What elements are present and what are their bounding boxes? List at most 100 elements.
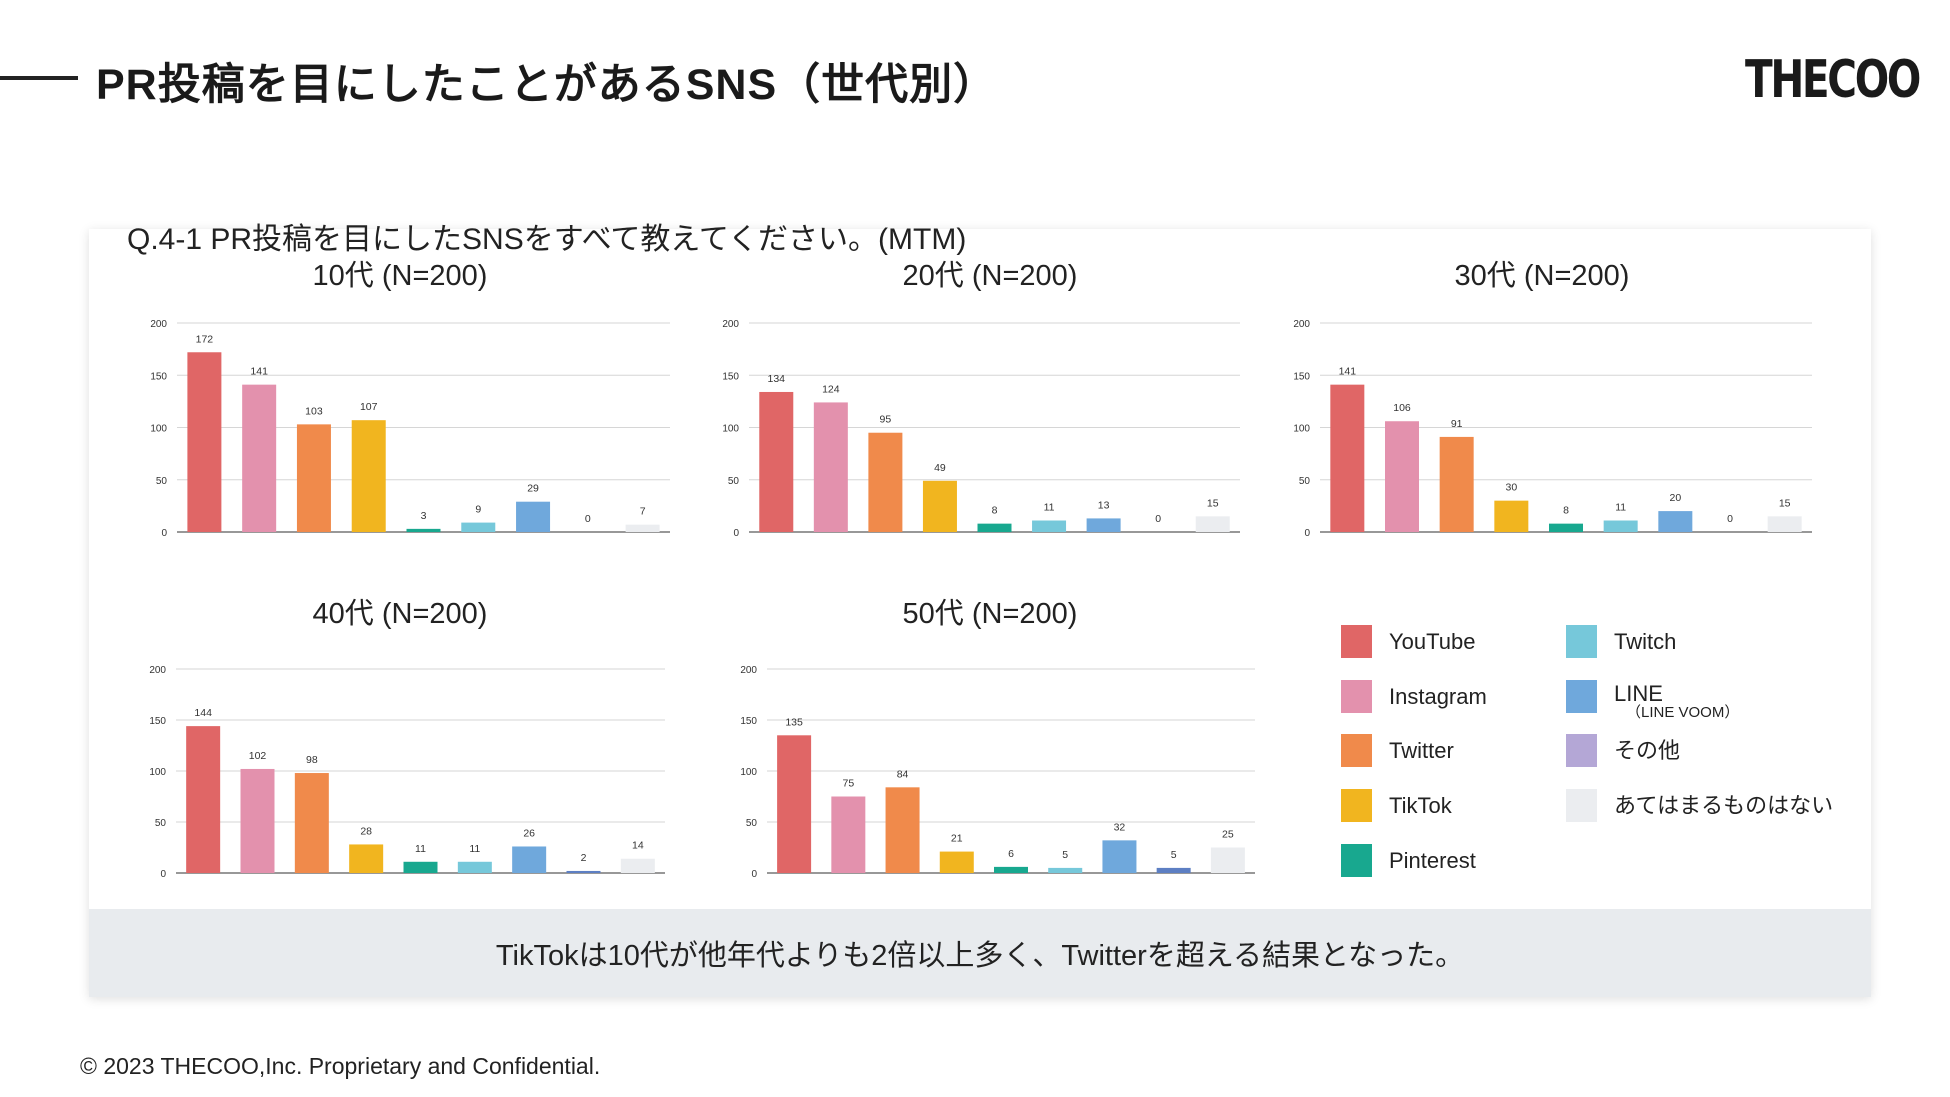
bar-value-label: 8 xyxy=(992,505,998,517)
bar-LINE xyxy=(1102,840,1137,873)
y-tick-label: 50 xyxy=(156,476,168,487)
legend-item-twitter: Twitter xyxy=(1341,734,1454,767)
y-tick-label: 150 xyxy=(150,371,167,382)
bar-value-label: 107 xyxy=(360,401,378,413)
bar-value-label: 14 xyxy=(632,840,644,852)
bar-value-label: 11 xyxy=(469,843,480,855)
bar-value-label: 0 xyxy=(1727,513,1733,525)
y-tick-label: 0 xyxy=(733,528,739,539)
bar-value-label: 5 xyxy=(1171,849,1177,861)
bar-value-label: 141 xyxy=(250,366,268,378)
legend-label-sub: （LINE VOOM） xyxy=(1626,704,1740,721)
bar-Instagram xyxy=(1385,421,1419,532)
y-tick-label: 100 xyxy=(722,424,739,435)
legend-label-text: LINE xyxy=(1614,681,1663,706)
bar-Instagram xyxy=(242,384,277,532)
bar-value-label: 2 xyxy=(581,852,587,864)
bar-あてはまるものはない xyxy=(1767,516,1802,532)
legend-item-other: その他 xyxy=(1566,734,1680,767)
bar-value-label: 75 xyxy=(842,778,854,790)
y-tick-label: 150 xyxy=(740,716,757,727)
bar-value-label: 95 xyxy=(880,414,892,426)
chart-title: 30代 (N=200) xyxy=(1455,260,1630,292)
bar-YouTube xyxy=(187,352,222,532)
bar-LINE xyxy=(1086,518,1121,532)
y-tick-label: 100 xyxy=(150,424,167,435)
legend-swatch xyxy=(1566,734,1597,767)
bar-Instagram xyxy=(240,768,275,873)
legend-label: YouTube xyxy=(1389,625,1475,658)
bar-value-label: 135 xyxy=(785,716,803,728)
bar-value-label: 26 xyxy=(523,827,535,839)
bar-value-label: 6 xyxy=(1008,848,1014,860)
bar-その他 xyxy=(566,870,601,873)
bar-Twitter xyxy=(1439,436,1474,532)
legend-swatch xyxy=(1566,625,1597,658)
bar-Twitter xyxy=(885,787,920,873)
bar-YouTube xyxy=(777,735,812,873)
y-tick-label: 50 xyxy=(155,818,167,829)
legend-label: Instagram xyxy=(1389,680,1487,713)
bar-TikTok xyxy=(1494,500,1529,532)
bar-その他 xyxy=(1156,867,1191,873)
bar-value-label: 15 xyxy=(1207,497,1219,509)
bar-value-label: 0 xyxy=(585,513,591,525)
bar-Twitter xyxy=(296,424,331,532)
legend-swatch xyxy=(1341,789,1372,822)
bar-TikTok xyxy=(922,480,957,532)
bar-value-label: 102 xyxy=(249,750,267,762)
bar-Pinterest xyxy=(406,528,441,532)
bar-value-label: 124 xyxy=(822,383,840,395)
bar-TikTok xyxy=(351,420,386,532)
chart-title: 40代 (N=200) xyxy=(313,598,488,630)
legend-label-text: Twitter xyxy=(1389,738,1454,763)
bar-TikTok xyxy=(939,851,974,873)
y-tick-label: 200 xyxy=(1293,319,1310,330)
legend-item-tiktok: TikTok xyxy=(1341,789,1452,822)
y-tick-label: 100 xyxy=(1293,424,1310,435)
y-tick-label: 0 xyxy=(751,869,757,880)
legend-item-pinterest: Pinterest xyxy=(1341,844,1476,877)
bar-chart-1: 10代 (N=200) 0 50 100 150 200 172 141 103 107 3 9 29 0… xyxy=(150,260,670,539)
legend-label: Pinterest xyxy=(1389,844,1476,877)
bar-value-label: 106 xyxy=(1393,402,1411,414)
bar-あてはまるものはない xyxy=(620,858,655,873)
legend-label: TikTok xyxy=(1389,789,1452,822)
summary-text: TikTokは10代が他年代よりも2倍以上多く、Twitterを超える結果となっ… xyxy=(495,940,1465,972)
legend-swatch xyxy=(1341,625,1372,658)
bar-Twitter xyxy=(868,432,903,532)
bar-value-label: 3 xyxy=(421,510,427,522)
chart-card xyxy=(89,229,1871,997)
y-tick-label: 50 xyxy=(1299,476,1311,487)
y-tick-label: 150 xyxy=(722,371,739,382)
bar-value-label: 8 xyxy=(1563,505,1569,517)
bar-value-label: 91 xyxy=(1451,418,1463,430)
bar-value-label: 30 xyxy=(1505,482,1517,494)
legend-label: LINE （LINE VOOM） xyxy=(1614,680,1739,721)
bar-chart-5: 50代 (N=200) 0 50 100 150 200 135 75 84 21 6 5 32 5 25 xyxy=(740,598,1255,880)
y-tick-label: 0 xyxy=(160,869,166,880)
bar-Pinterest xyxy=(1549,523,1583,532)
bar-Pinterest xyxy=(977,523,1012,532)
bar-Twitter xyxy=(294,773,329,873)
bar-Pinterest xyxy=(403,861,438,873)
bar-あてはまるものはない xyxy=(1210,847,1245,873)
bar-value-label: 49 xyxy=(934,462,946,474)
bar-value-label: 103 xyxy=(305,405,323,417)
footer-copyright: © 2023 THECOO,Inc. Proprietary and Confi… xyxy=(80,1053,601,1079)
legend-label-text: YouTube xyxy=(1389,629,1476,654)
legend-item-twitch: Twitch xyxy=(1566,625,1676,658)
legend-label: Twitch xyxy=(1614,625,1676,658)
y-tick-label: 100 xyxy=(740,767,757,778)
chart-title: 50代 (N=200) xyxy=(903,598,1078,630)
legend-label-text: その他 xyxy=(1614,738,1681,763)
summary-bar: TikTokは10代が他年代よりも2倍以上多く、Twitterを超える結果となっ… xyxy=(89,909,1871,997)
bar-value-label: 21 xyxy=(951,833,963,845)
legend-label-text: TikTok xyxy=(1389,793,1452,818)
y-tick-label: 50 xyxy=(728,476,740,487)
bar-LINE xyxy=(516,501,551,532)
thecoo-logo: THECOO xyxy=(1745,50,1921,110)
bar-value-label: 5 xyxy=(1062,849,1068,861)
